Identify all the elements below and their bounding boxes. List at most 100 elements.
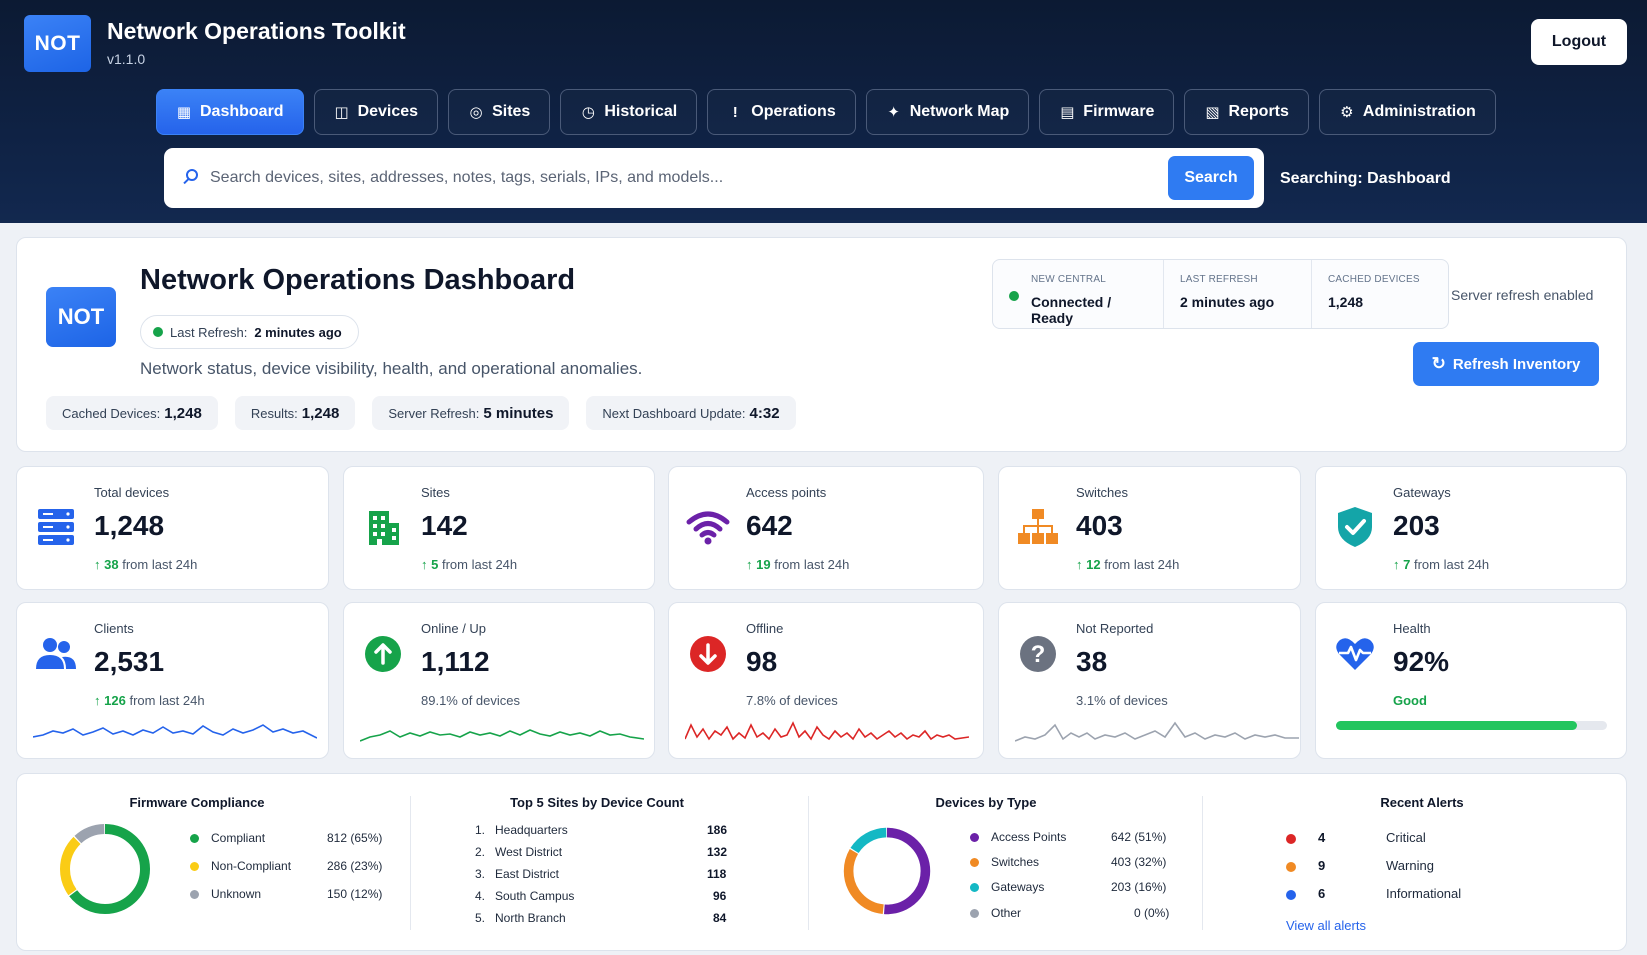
tab-firmware[interactable]: ▤ Firmware [1039,89,1175,135]
refresh-inventory-label: Refresh Inventory [1452,355,1581,373]
tab-historical[interactable]: ◷ Historical [560,89,698,135]
tab-operations[interactable]: ! Operations [707,89,856,135]
legend-value: 403 (32%) [1111,855,1167,869]
stat-label: Offline [746,621,784,636]
stat-gateways[interactable]: Gateways 203 ↑ 7 from last 24h [1315,466,1627,590]
chip-next-update: Next Dashboard Update: 4:32 [586,396,796,430]
stat-total-devices[interactable]: Total devices 1,248 ↑ 38 from last 24h [16,466,329,590]
tab-label: Historical [604,103,678,120]
tab-dashboard[interactable]: ▦ Dashboard [156,89,304,135]
critical-dot-icon [1286,834,1296,844]
alert-count: 6 [1318,886,1326,901]
stat-offline[interactable]: Offline 98 7.8% of devices [668,602,984,759]
status-label: LAST REFRESH [1180,274,1258,285]
alert-count: 4 [1318,830,1326,845]
stat-not-reported[interactable]: ? Not Reported 38 3.1% of devices [998,602,1301,759]
firmware-donut [60,824,150,914]
dashboard-header-card: NOT Network Operations Dashboard Last Re… [16,237,1627,452]
chip-label: Next Dashboard Update: [602,405,746,421]
search-button[interactable]: Search [1168,156,1254,200]
stat-online[interactable]: Online / Up 1,112 89.1% of devices [343,602,655,759]
tab-network-map[interactable]: ✦ Network Map [865,89,1030,135]
refresh-inventory-button[interactable]: ↻ Refresh Inventory [1413,342,1599,386]
not-reported-sparkline [1015,721,1299,742]
tab-administration[interactable]: ⚙ Administration [1318,89,1496,135]
top-bar: NOT Network Operations Toolkit v1.1.0 Lo… [0,0,1647,223]
stat-value: 203 [1393,510,1440,541]
question-circle-icon: ? [1016,628,1060,680]
page-title: Network Operations Dashboard [140,264,576,296]
tab-label: Dashboard [200,103,284,120]
dashboard-logo: NOT [46,287,116,347]
alert-label[interactable]: Warning [1386,858,1434,873]
chip-label: Server Refresh: [388,405,480,421]
firmware-legend-unknown: Unknown [190,887,261,901]
search-bar: Search [164,148,1264,208]
search-input[interactable] [210,162,1150,194]
legend-value: 203 (16%) [1111,880,1167,894]
legend-value: 150 (12%) [327,887,383,901]
shield-check-icon [1333,501,1377,553]
site-row[interactable]: 3. East District [475,867,560,881]
stat-access-points[interactable]: Access points 642 ↑ 19 from last 24h [668,466,984,590]
tab-reports[interactable]: ▧ Reports [1184,89,1309,135]
type-legend-switches: Switches [970,855,1039,869]
tab-label: Reports [1228,103,1289,120]
site-row[interactable]: 4. South Campus [475,889,575,903]
stat-delta: ↑ 5 from last 24h [421,557,518,572]
site-count: 96 [713,889,727,903]
stat-label: Gateways [1393,485,1451,500]
offline-sparkline [685,721,969,741]
svg-text:?: ? [1031,641,1046,668]
health-progress-fill [1336,721,1578,730]
server-refresh-note: Server refresh enabled [1451,287,1594,303]
firmware-legend-compliant: Compliant [190,831,265,845]
stat-value: 642 [746,510,793,541]
tab-label: Devices [357,103,419,120]
clients-sparkline [33,724,317,739]
server-icon [34,501,78,553]
stat-switches[interactable]: Switches 403 ↑ 12 from last 24h [998,466,1301,590]
stat-health[interactable]: Health 92% Good [1315,602,1627,759]
tab-label: Administration [1362,103,1476,120]
status-value: 1,248 [1328,294,1364,310]
site-row[interactable]: 1. Headquarters [475,823,568,837]
site-row[interactable]: 2. West District [475,845,563,859]
stat-delta: ↑ 12 from last 24h [1076,557,1180,572]
gear-icon: ⚙ [1340,104,1354,121]
device-types-donut [843,827,931,915]
site-row[interactable]: 5. North Branch [475,911,566,925]
site-count: 186 [707,823,728,837]
stat-sites[interactable]: Sites 142 ↑ 5 from last 24h [343,466,655,590]
tab-sites[interactable]: ◎ Sites [448,89,551,135]
central-status: NEW CENTRAL Connected / Ready [993,260,1163,328]
view-all-alerts-link[interactable]: View all alerts [1286,918,1366,933]
page-subtitle: Network status, device visibility, healt… [140,359,643,378]
chip-label: Cached Devices: [62,405,161,421]
stat-delta: ↑ 7 from last 24h [1393,557,1490,572]
logout-button[interactable]: Logout [1531,19,1627,65]
device-type-slice-0 [843,827,931,915]
alert-label[interactable]: Critical [1386,830,1426,845]
stat-delta: ↑ 38 from last 24h [94,557,198,572]
stat-label: Not Reported [1076,621,1154,636]
alert-label[interactable]: Informational [1386,886,1462,901]
stat-delta: ↑ 19 from last 24h [746,557,850,572]
divider [808,796,809,930]
tab-devices[interactable]: ◫ Devices [313,89,439,135]
chip-results: Results: 1,248 [234,396,356,430]
chip-server-refresh: Server Refresh: 5 minutes [372,396,570,430]
firmware-slice-1 [60,824,150,914]
stat-note: 7.8% of devices [746,693,838,708]
type-legend-access-points: Access Points [970,830,1066,844]
site-count: 84 [713,911,727,925]
cached-devices-status: CACHED DEVICES 1,248 [1311,260,1448,328]
device-type-slice-1 [843,827,931,915]
stat-label: Health [1393,621,1431,636]
hierarchy-icon [1016,501,1060,553]
site-count: 132 [707,845,728,859]
stat-value: 1,248 [94,510,165,541]
tab-label: Network Map [909,103,1010,120]
stat-clients[interactable]: Clients 2,531 ↑ 126 from last 24h [16,602,329,759]
firmware-title: Firmware Compliance [129,795,265,810]
